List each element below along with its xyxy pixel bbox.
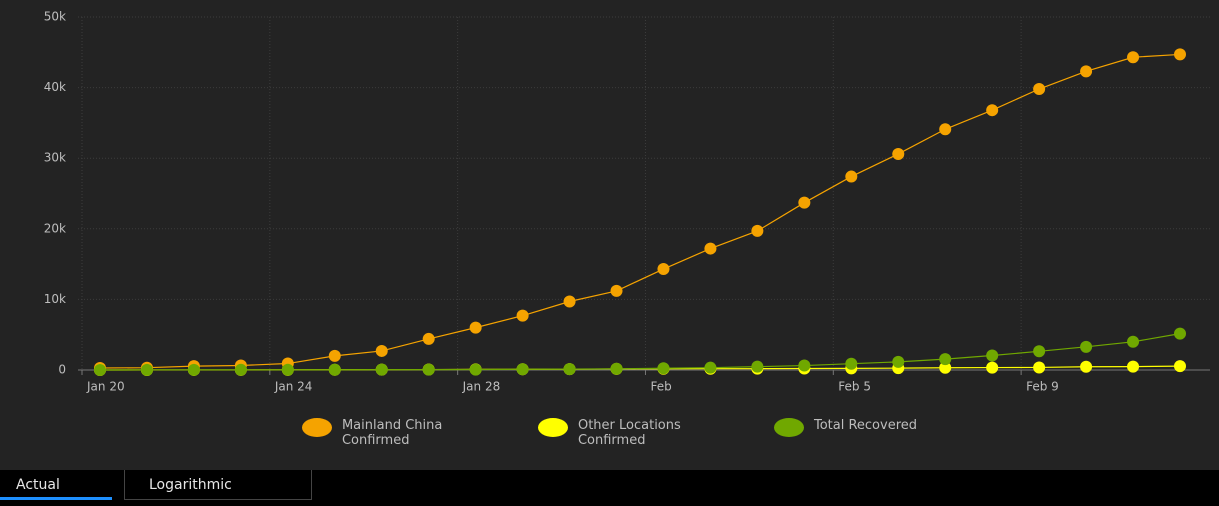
data-point (375, 344, 388, 357)
data-point (845, 357, 858, 370)
data-point (1033, 83, 1046, 96)
legend-swatch (537, 418, 568, 437)
data-point (469, 363, 482, 376)
data-point (1033, 345, 1046, 358)
data-point (1174, 48, 1186, 61)
legend-swatch (773, 418, 804, 437)
data-point (704, 361, 717, 374)
x-tick-label: Jan 28 (462, 380, 501, 394)
series-line (99, 53, 1181, 369)
tab-actual[interactable]: Actual (0, 470, 112, 500)
x-tick-label: Feb 9 (1026, 380, 1059, 394)
data-point (986, 361, 999, 374)
x-tick-label: Feb (650, 380, 671, 394)
data-point (986, 104, 999, 117)
y-tick-label: 10k (44, 292, 66, 306)
data-point (892, 355, 905, 368)
chart: 0 10k 20k 30k 40k 50k Jan 20 Jan 24 Jan 28 Feb Feb… (0, 0, 1219, 470)
data-point (610, 362, 623, 375)
data-point (516, 309, 529, 322)
data-point (1080, 340, 1093, 353)
legend: Mainland China Confirmed Other Locations … (0, 418, 1219, 448)
legend-item[interactable]: Mainland China Confirmed (301, 418, 512, 448)
x-tick-label: Feb 5 (838, 380, 871, 394)
data-point (610, 284, 623, 297)
legend-label: Total Recovered (813, 418, 918, 433)
data-point (422, 363, 435, 376)
data-point (704, 242, 717, 255)
data-point (892, 147, 905, 160)
data-point (563, 295, 576, 308)
data-point (939, 361, 952, 374)
tab-logarithmic[interactable]: Logarithmic (124, 470, 312, 500)
data-point (1174, 360, 1186, 373)
data-point (187, 363, 200, 376)
data-point (94, 364, 106, 376)
data-point (751, 360, 764, 373)
data-point (1127, 335, 1140, 348)
data-point (657, 263, 670, 276)
legend-item[interactable]: Total Recovered (773, 418, 918, 448)
data-point (140, 363, 153, 376)
data-point (1174, 327, 1186, 340)
tab-bar: Actual Logarithmic (0, 470, 1219, 506)
y-tick-label: 40k (44, 80, 66, 94)
data-point (657, 362, 670, 375)
data-point (1033, 361, 1046, 374)
data-point (375, 363, 388, 376)
data-point (469, 321, 482, 334)
data-point (516, 363, 529, 376)
data-point (798, 196, 811, 209)
data-point (845, 170, 858, 183)
data-point (563, 363, 576, 376)
data-point (422, 332, 435, 345)
data-point (328, 363, 341, 376)
data-point (939, 123, 952, 136)
series-line (99, 333, 1181, 371)
data-point (281, 363, 294, 376)
data-point (751, 224, 764, 237)
x-tick-label: Jan 20 (86, 380, 125, 394)
data-point (1127, 51, 1140, 64)
data-point (1127, 360, 1140, 373)
legend-label: Other Locations Confirmed (577, 418, 681, 448)
x-tick-label: Jan 24 (274, 380, 313, 394)
data-point (234, 363, 247, 376)
data-point (328, 349, 341, 362)
legend-swatch (301, 418, 332, 437)
data-point (798, 359, 811, 372)
y-tick-label: 0 (58, 363, 66, 377)
data-point (939, 353, 952, 366)
y-tick-label: 20k (44, 221, 66, 235)
y-tick-label: 30k (44, 151, 66, 165)
data-point (986, 349, 999, 362)
y-tick-label: 50k (44, 10, 66, 24)
data-point (1080, 360, 1093, 373)
data-point (1080, 65, 1093, 78)
legend-item[interactable]: Other Locations Confirmed (537, 418, 748, 448)
legend-label: Mainland China Confirmed (341, 418, 443, 448)
